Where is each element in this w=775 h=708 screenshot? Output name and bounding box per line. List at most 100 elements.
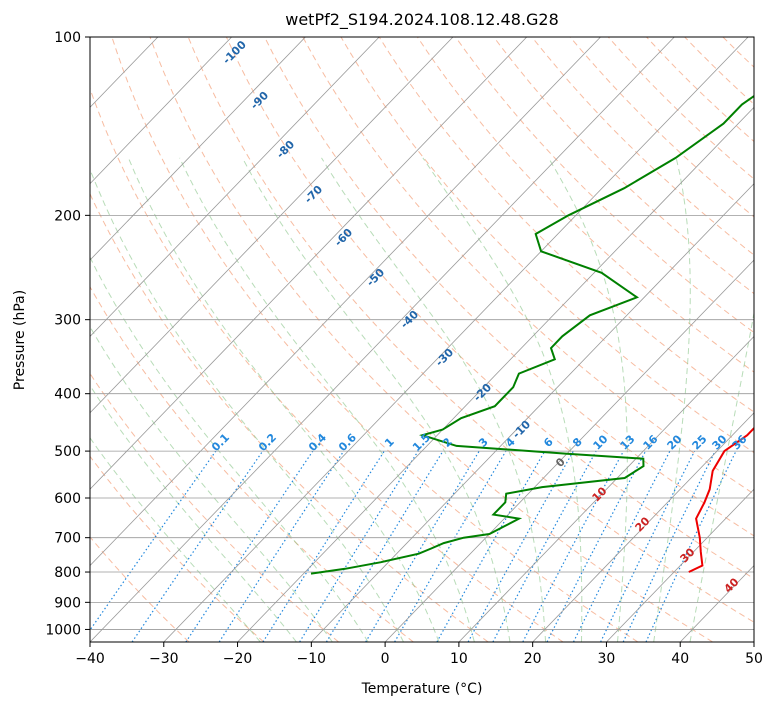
x-tick-label: −40 bbox=[75, 651, 105, 667]
line-label: 30 bbox=[678, 545, 698, 565]
line-label: 20 bbox=[665, 432, 685, 452]
temperature-line bbox=[688, 426, 754, 573]
dry-adiabat-line bbox=[90, 372, 339, 642]
y-tick-label: 400 bbox=[54, 387, 81, 403]
isotherm-line bbox=[90, 37, 528, 490]
mixing-ratio-line bbox=[185, 450, 314, 642]
dry-adiabat-line bbox=[722, 37, 754, 68]
y-tick-label: 600 bbox=[54, 491, 81, 507]
isotherm-line bbox=[90, 37, 380, 338]
isotherm-line bbox=[237, 106, 754, 642]
dry-adiabat-line bbox=[90, 192, 489, 642]
mixing-ratio-line bbox=[546, 450, 647, 642]
line-label: 10 bbox=[590, 484, 610, 504]
mixing-ratio-line bbox=[467, 450, 574, 642]
isotherm-line bbox=[163, 37, 749, 642]
x-tick-label: 0 bbox=[381, 651, 390, 667]
moist-adiabat-line bbox=[90, 325, 333, 642]
x-tick-label: −10 bbox=[297, 651, 327, 667]
line-label: 0.1 bbox=[209, 431, 232, 454]
mixing-ratio-line bbox=[218, 450, 345, 642]
y-tick-label: 300 bbox=[54, 313, 81, 329]
dry-adiabat-line bbox=[761, 37, 775, 642]
moist-adiabat-line bbox=[241, 157, 511, 642]
dry-adiabat-line bbox=[90, 285, 414, 642]
y-tick-label: 500 bbox=[54, 444, 81, 460]
line-label: 10 bbox=[591, 432, 611, 452]
line-label: 40 bbox=[722, 575, 742, 595]
isotherm-line bbox=[311, 183, 754, 642]
x-tick-label: −30 bbox=[149, 651, 179, 667]
dry-adiabat-line bbox=[187, 37, 754, 623]
x-tick-label: 20 bbox=[524, 651, 542, 667]
dry-adiabat-line bbox=[111, 37, 639, 642]
dry-adiabat-line bbox=[302, 37, 754, 495]
line-label: 20 bbox=[633, 514, 653, 534]
moist-adiabat-line bbox=[90, 437, 261, 642]
line-label: -100 bbox=[220, 38, 249, 67]
moist-adiabat-line bbox=[179, 157, 475, 642]
moist-adiabat-line bbox=[653, 157, 691, 642]
dry-adiabat-line bbox=[225, 37, 754, 580]
line-label: 1 bbox=[382, 435, 397, 450]
moist-adiabat-line bbox=[689, 310, 754, 642]
line-label: 1.5 bbox=[410, 431, 433, 454]
dry-adiabat-line bbox=[416, 37, 754, 373]
mixing-ratio-line bbox=[436, 450, 546, 642]
x-axis: −40 −30 −20 −10 0 10 20 30 40 50 bbox=[75, 642, 763, 667]
line-label: 2 bbox=[440, 435, 455, 450]
line-label: 16 bbox=[641, 432, 661, 452]
line-label: -60 bbox=[332, 226, 355, 249]
mixing-ratio-line bbox=[572, 450, 671, 642]
profile-lines bbox=[310, 94, 754, 575]
dry-adiabat-line bbox=[378, 37, 754, 413]
isotherm-line bbox=[90, 37, 232, 185]
line-label: -80 bbox=[274, 138, 297, 161]
isotherm-line bbox=[606, 488, 754, 642]
moist-adiabat-line bbox=[90, 167, 404, 642]
mixing-ratio-line bbox=[90, 450, 217, 632]
moist-adiabat-line bbox=[90, 384, 297, 642]
isotherm-line bbox=[0, 37, 10, 642]
dry-adiabat-line bbox=[531, 37, 754, 256]
mixing-ratio-line bbox=[645, 450, 737, 642]
moist-adiabat-line bbox=[321, 157, 547, 642]
chart-title: wetPf2_S194.2024.108.12.48.G28 bbox=[285, 10, 559, 30]
line-label: -70 bbox=[302, 183, 325, 206]
moist-adiabat-line bbox=[548, 157, 628, 642]
x-tick-label: 50 bbox=[745, 651, 763, 667]
isotherm-line bbox=[384, 259, 754, 642]
isotherm-line bbox=[532, 412, 754, 642]
mixing-ratio-line bbox=[325, 450, 444, 642]
line-label: -50 bbox=[364, 266, 387, 289]
dry-adiabat-line bbox=[455, 37, 754, 334]
mixing-ratio-line bbox=[365, 450, 480, 642]
y-tick-label: 100 bbox=[54, 30, 81, 46]
y-tick-label: 1000 bbox=[45, 622, 81, 638]
dry-adiabat-line bbox=[569, 37, 754, 218]
mixing-ratio-line bbox=[131, 450, 264, 642]
x-tick-label: 30 bbox=[598, 651, 616, 667]
line-label: -40 bbox=[398, 308, 421, 331]
line-label: 25 bbox=[690, 433, 710, 453]
dry-adiabat-line bbox=[90, 455, 265, 642]
mixing-ratio-line bbox=[622, 450, 716, 642]
isotherm-line bbox=[753, 641, 754, 642]
moist-adiabat-line bbox=[422, 157, 583, 642]
dry-adiabat-line bbox=[684, 37, 754, 105]
line-label: 0 bbox=[553, 455, 568, 470]
line-label: 13 bbox=[618, 433, 638, 453]
line-label: 0.6 bbox=[336, 431, 359, 454]
mixing-ratio-line bbox=[299, 450, 419, 642]
mixing-ratio-line bbox=[600, 450, 696, 642]
y-tick-label: 700 bbox=[54, 531, 81, 547]
background-lines bbox=[0, 37, 775, 642]
line-label: 6 bbox=[541, 435, 556, 450]
isotherm-line bbox=[90, 37, 306, 261]
dewpoint-line bbox=[310, 94, 754, 575]
y-axis: 100 200 300 400 500 600 700 800 900 1000 bbox=[45, 30, 90, 638]
moist-adiabat-line bbox=[127, 157, 440, 642]
mixing-ratio-line bbox=[262, 450, 385, 642]
isotherm-line bbox=[458, 335, 754, 642]
